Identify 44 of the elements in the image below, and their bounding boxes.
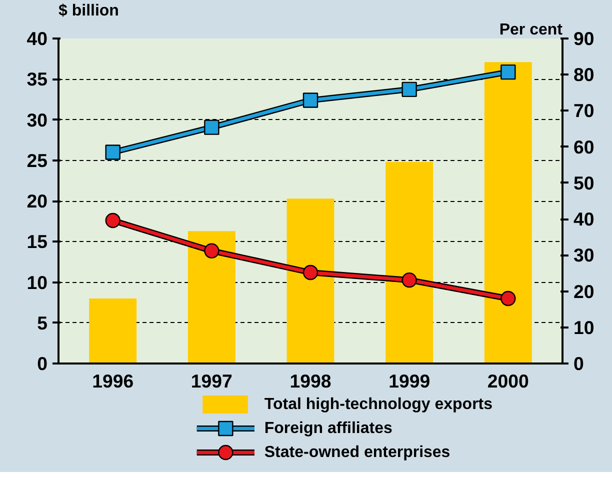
point: [105, 212, 120, 228]
bar: [484, 62, 532, 364]
x-tick-label: 2000: [487, 370, 529, 392]
y-tick-label: 10: [26, 272, 48, 293]
point: [402, 82, 417, 98]
y2-tick-label: 30: [574, 244, 594, 266]
x-tick-label: 1999: [388, 370, 430, 392]
x-tick-label: 1997: [190, 370, 232, 392]
bar: [89, 298, 137, 364]
y2-tick-label: 10: [574, 316, 594, 338]
point: [302, 92, 318, 108]
bar: [188, 231, 236, 364]
y2-tick-label: 60: [574, 136, 594, 158]
bar: [286, 198, 334, 364]
point: [500, 64, 516, 80]
point: [500, 290, 516, 306]
point: [402, 272, 417, 288]
bar: [386, 162, 434, 364]
legend-label: Total high-technology exports: [264, 396, 493, 413]
legend-label: State-owned enterprises: [264, 444, 450, 461]
y2-tick-label: 80: [574, 64, 594, 86]
y-tick-label: 40: [26, 28, 48, 49]
y2-axis-title: Per cent: [499, 22, 564, 38]
point: [204, 120, 220, 135]
y2-tick-label: 50: [574, 172, 594, 194]
y-tick-label: 0: [37, 353, 48, 374]
y-tick-label: 20: [26, 190, 48, 212]
point: [204, 243, 220, 258]
y2-tick-label: 90: [574, 28, 594, 49]
y2-tick-label: 40: [574, 208, 594, 230]
y-tick-label: 5: [37, 312, 48, 334]
y2-tick-label: 20: [574, 280, 594, 302]
legend-label: Foreign affiliates: [264, 420, 393, 437]
y-tick-label: 15: [26, 231, 48, 252]
y-axis-title: $ billion: [58, 2, 119, 20]
point: [105, 144, 120, 160]
y-tick-label: 35: [26, 68, 48, 90]
x-tick-label: 1998: [290, 370, 332, 392]
x-tick-label: 1996: [92, 370, 134, 392]
y2-tick-label: 0: [574, 353, 584, 374]
y2-tick-label: 70: [574, 100, 594, 122]
point: [302, 264, 318, 280]
y-tick-label: 25: [26, 150, 48, 171]
y-tick-label: 30: [26, 109, 48, 130]
